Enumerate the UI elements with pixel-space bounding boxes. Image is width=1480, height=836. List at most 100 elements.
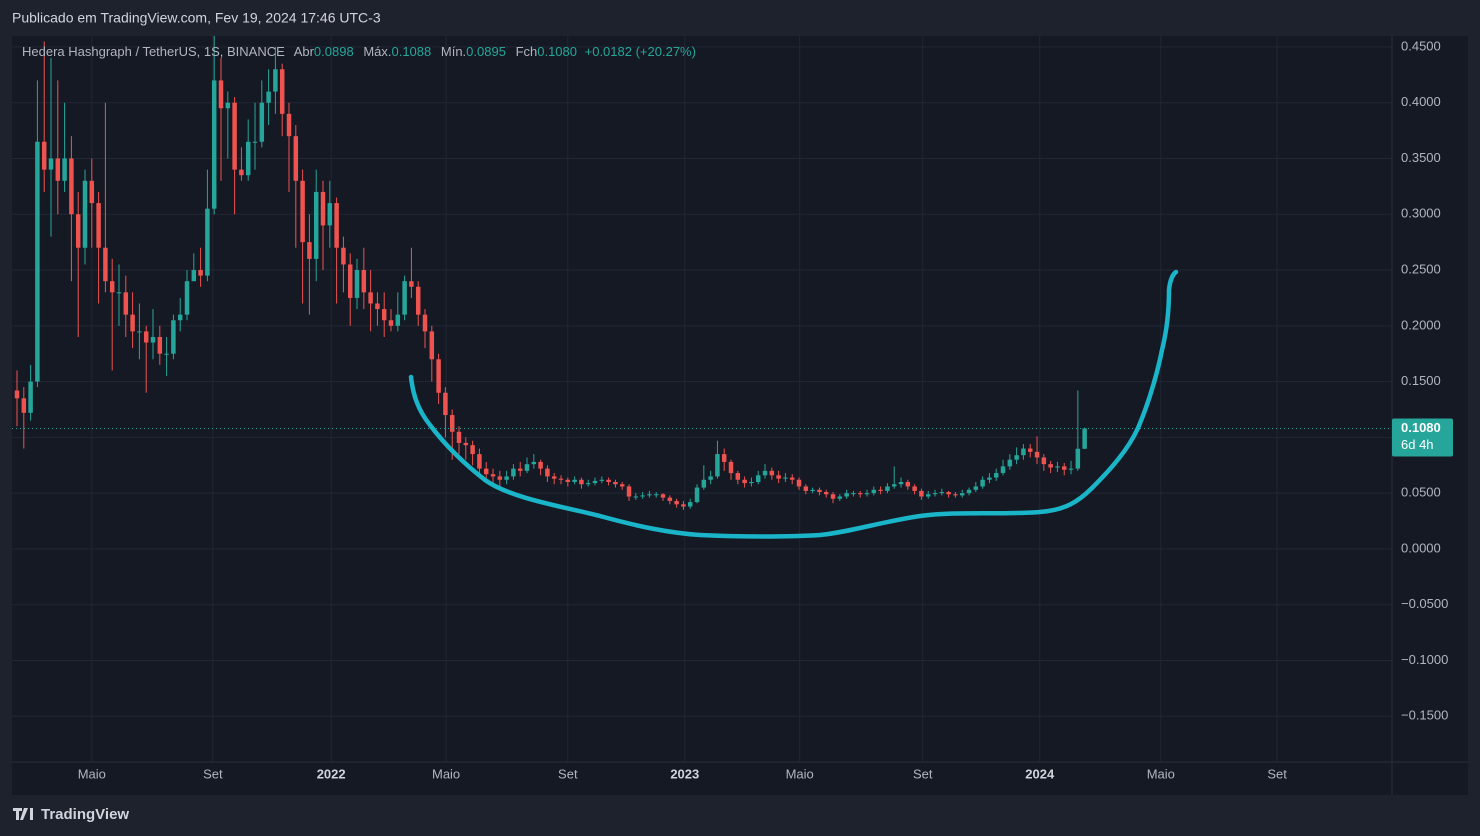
candle-body: [830, 494, 836, 499]
candle-body: [905, 481, 911, 487]
candle-body: [946, 492, 951, 495]
candle-body: [721, 454, 727, 462]
candle-body: [898, 481, 904, 485]
chart-panel: [12, 36, 1468, 795]
candle-body: [891, 484, 897, 487]
y-tick-label: −0.0500: [1401, 596, 1448, 611]
candle-body: [681, 504, 686, 507]
candle-body: [579, 479, 584, 485]
candle-body: [198, 270, 203, 276]
candle-body: [164, 353, 169, 355]
y-tick-label: −0.1000: [1401, 652, 1448, 667]
candle-body: [483, 468, 489, 475]
candle-body: [980, 479, 985, 487]
candle-body: [912, 486, 917, 491]
candle-body: [225, 102, 231, 109]
candle-body: [55, 158, 61, 181]
candle-body: [123, 292, 129, 315]
candle-body: [742, 479, 747, 484]
candle-body: [504, 476, 509, 480]
candle-body: [245, 141, 251, 176]
candle-body: [687, 502, 693, 507]
candle-body: [211, 80, 217, 209]
candle-body: [1068, 468, 1074, 470]
candle-body: [1021, 448, 1026, 456]
candle-body: [137, 331, 142, 333]
x-tick-label: 2024: [1025, 766, 1055, 781]
candle-body: [619, 484, 625, 487]
candle-body: [640, 495, 645, 497]
candle-body: [205, 208, 210, 276]
candle-body: [966, 489, 972, 494]
candle-body: [647, 494, 652, 496]
candle-body: [885, 486, 890, 491]
candles: [12, 35, 1392, 510]
candle-body: [35, 141, 40, 382]
x-tick-label: Set: [913, 766, 933, 781]
candle-body: [953, 494, 958, 496]
candle-body: [606, 479, 611, 482]
candle-body: [96, 203, 101, 248]
candle-body: [388, 320, 394, 326]
logo-icon: [13, 808, 33, 820]
candle-body: [1007, 459, 1013, 467]
candle-body: [1014, 455, 1019, 460]
candle-body: [48, 158, 54, 170]
candle-body: [810, 489, 815, 491]
candle-body: [395, 314, 401, 326]
candle-body: [803, 486, 809, 491]
candle-body: [307, 242, 312, 259]
candle-body: [103, 247, 108, 282]
candle-body: [857, 493, 863, 495]
candle-body: [218, 80, 224, 109]
y-tick-label: 0.0500: [1401, 485, 1441, 500]
candle-body: [660, 494, 666, 498]
legend-label: Abr: [294, 44, 315, 59]
candle-body: [538, 461, 543, 469]
candle-body: [157, 336, 163, 354]
candle-body: [184, 281, 190, 315]
candle-body: [300, 180, 305, 243]
candle-body: [490, 474, 496, 477]
y-tick-label: 0.4500: [1401, 38, 1441, 53]
candle-body: [735, 473, 741, 480]
legend-value: 0.0898: [314, 44, 354, 59]
candle-body: [558, 478, 564, 480]
candle-body: [878, 489, 883, 491]
candle-body: [422, 314, 428, 332]
x-tick-label: 2022: [317, 766, 346, 781]
candle-body: [327, 203, 333, 226]
candle-body: [545, 468, 550, 477]
x-tick-label: Set: [203, 766, 223, 781]
brand-logo: TradingView: [13, 806, 129, 823]
candle-body: [1055, 466, 1060, 468]
candle-body: [796, 479, 802, 487]
candle-body: [279, 69, 285, 114]
candle-body: [116, 292, 122, 294]
candle-body: [402, 281, 407, 315]
candle-body: [443, 392, 448, 416]
candle-body: [130, 314, 135, 332]
countdown-label: 6d 4h: [1401, 437, 1434, 452]
candle-body: [517, 468, 523, 471]
candle-body: [633, 496, 639, 498]
candle-body: [354, 270, 360, 298]
candle-body: [143, 331, 149, 343]
candle-body: [456, 431, 462, 443]
candle-body: [715, 454, 720, 477]
candle-body: [919, 490, 924, 497]
candle-body: [232, 102, 237, 170]
legend-label: Máx.: [363, 44, 391, 59]
y-tick-label: 0.1500: [1401, 373, 1441, 388]
candle-body: [191, 270, 197, 282]
candle-body: [436, 359, 441, 393]
candle-body: [925, 494, 931, 497]
candle-body: [497, 476, 503, 480]
candle-body: [259, 102, 265, 142]
x-tick-label: Maio: [78, 766, 106, 781]
y-tick-label: −0.1500: [1401, 708, 1448, 723]
y-tick-label: 0.2500: [1401, 261, 1441, 276]
last-price-label: 0.1080: [1401, 420, 1441, 435]
candle-body: [415, 286, 421, 315]
